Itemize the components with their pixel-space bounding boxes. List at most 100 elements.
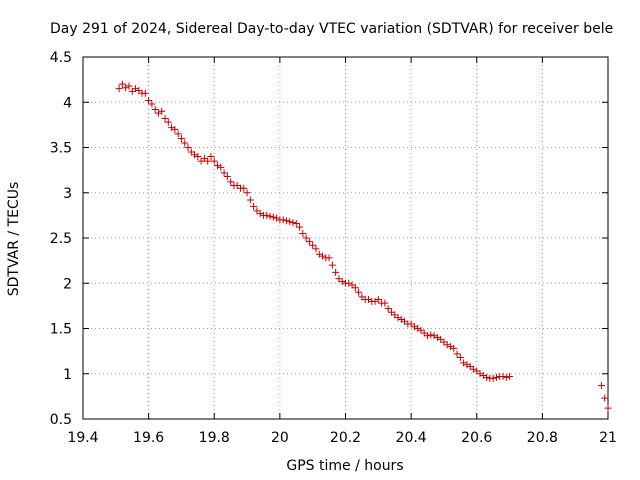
data-point bbox=[250, 202, 258, 210]
data-point bbox=[158, 107, 166, 115]
data-point bbox=[338, 277, 346, 285]
data-point bbox=[355, 288, 363, 296]
x-tick-label: 19.8 bbox=[199, 430, 230, 446]
data-point bbox=[289, 219, 297, 227]
data-point bbox=[263, 211, 271, 219]
x-tick-label: 20.2 bbox=[330, 430, 361, 446]
data-point bbox=[154, 109, 162, 117]
data-point bbox=[381, 299, 389, 307]
x-tick-label: 20.4 bbox=[396, 430, 427, 446]
data-point bbox=[397, 315, 405, 323]
grid-lines bbox=[83, 57, 608, 419]
data-point bbox=[125, 82, 133, 90]
data-point bbox=[220, 169, 228, 177]
data-point bbox=[132, 85, 139, 93]
data-point bbox=[214, 162, 222, 170]
data-point bbox=[286, 218, 294, 226]
data-point bbox=[168, 124, 176, 132]
y-tick-label: 1.5 bbox=[50, 322, 72, 338]
data-point bbox=[424, 332, 432, 340]
data-point bbox=[240, 184, 248, 192]
data-point bbox=[427, 331, 435, 339]
data-point bbox=[492, 373, 500, 381]
data-point bbox=[460, 359, 468, 367]
data-point bbox=[489, 374, 497, 382]
data-point bbox=[332, 268, 340, 276]
x-tick-label: 21 bbox=[599, 430, 617, 446]
data-point bbox=[282, 217, 290, 225]
data-point bbox=[302, 234, 310, 242]
data-point bbox=[469, 365, 477, 373]
data-point bbox=[479, 372, 487, 380]
data-point bbox=[309, 241, 317, 249]
data-point bbox=[161, 115, 169, 123]
data-point bbox=[476, 370, 484, 378]
x-tick-label: 20 bbox=[271, 430, 289, 446]
data-point bbox=[207, 153, 215, 161]
data-point bbox=[371, 297, 379, 305]
y-tick-label: 3 bbox=[63, 186, 72, 202]
data-point bbox=[604, 404, 612, 412]
data-point bbox=[246, 196, 254, 204]
data-point bbox=[115, 85, 123, 93]
data-point bbox=[266, 212, 274, 220]
data-point bbox=[191, 151, 199, 159]
data-point bbox=[364, 296, 372, 304]
data-point bbox=[151, 105, 159, 113]
data-point bbox=[181, 139, 189, 147]
data-point bbox=[148, 100, 156, 108]
data-point bbox=[299, 229, 307, 237]
x-tick-label: 20.6 bbox=[461, 430, 492, 446]
data-point bbox=[223, 172, 231, 180]
data-point bbox=[243, 189, 251, 197]
data-point bbox=[141, 89, 149, 97]
data-point bbox=[269, 213, 277, 221]
data-point bbox=[502, 373, 510, 381]
y-tick-label: 4.5 bbox=[50, 50, 72, 66]
y-tick-label: 1 bbox=[63, 367, 72, 383]
data-point bbox=[414, 325, 422, 332]
y-tick-label: 0.5 bbox=[50, 412, 72, 428]
data-point bbox=[122, 84, 130, 92]
y-tick-label: 3.5 bbox=[50, 141, 72, 157]
data-point bbox=[292, 220, 300, 228]
data-point bbox=[499, 372, 507, 380]
data-point bbox=[319, 252, 327, 260]
data-point bbox=[118, 80, 126, 88]
y-tick-label: 2.5 bbox=[50, 231, 72, 247]
x-tick-label: 19.4 bbox=[67, 430, 98, 446]
data-point bbox=[312, 245, 320, 253]
data-point bbox=[345, 279, 353, 287]
data-point bbox=[450, 344, 458, 352]
data-points bbox=[115, 80, 612, 412]
data-point bbox=[433, 334, 441, 342]
data-point bbox=[256, 210, 264, 218]
data-point bbox=[296, 223, 304, 231]
data-point bbox=[204, 157, 212, 165]
data-point bbox=[184, 144, 192, 151]
data-point bbox=[145, 96, 153, 104]
data-point bbox=[227, 178, 235, 186]
data-point bbox=[456, 353, 464, 361]
data-point bbox=[483, 373, 491, 381]
data-point bbox=[394, 314, 402, 322]
data-point bbox=[305, 238, 313, 246]
y-tick-label: 4 bbox=[63, 95, 72, 111]
x-axis-label: GPS time / hours bbox=[286, 458, 403, 474]
data-point bbox=[597, 382, 605, 390]
data-point bbox=[384, 305, 392, 313]
data-point bbox=[351, 284, 359, 292]
data-point bbox=[164, 118, 172, 126]
chart-title: Day 291 of 2024, Sidereal Day-to-day VTE… bbox=[50, 21, 613, 37]
data-point bbox=[453, 350, 461, 358]
data-point bbox=[325, 254, 333, 262]
data-point bbox=[210, 157, 218, 165]
x-tick-label: 20.8 bbox=[527, 430, 558, 446]
data-point bbox=[315, 250, 323, 258]
y-tick-label: 2 bbox=[63, 276, 72, 292]
data-point bbox=[328, 261, 336, 269]
data-point bbox=[177, 134, 185, 142]
data-point bbox=[463, 361, 471, 369]
